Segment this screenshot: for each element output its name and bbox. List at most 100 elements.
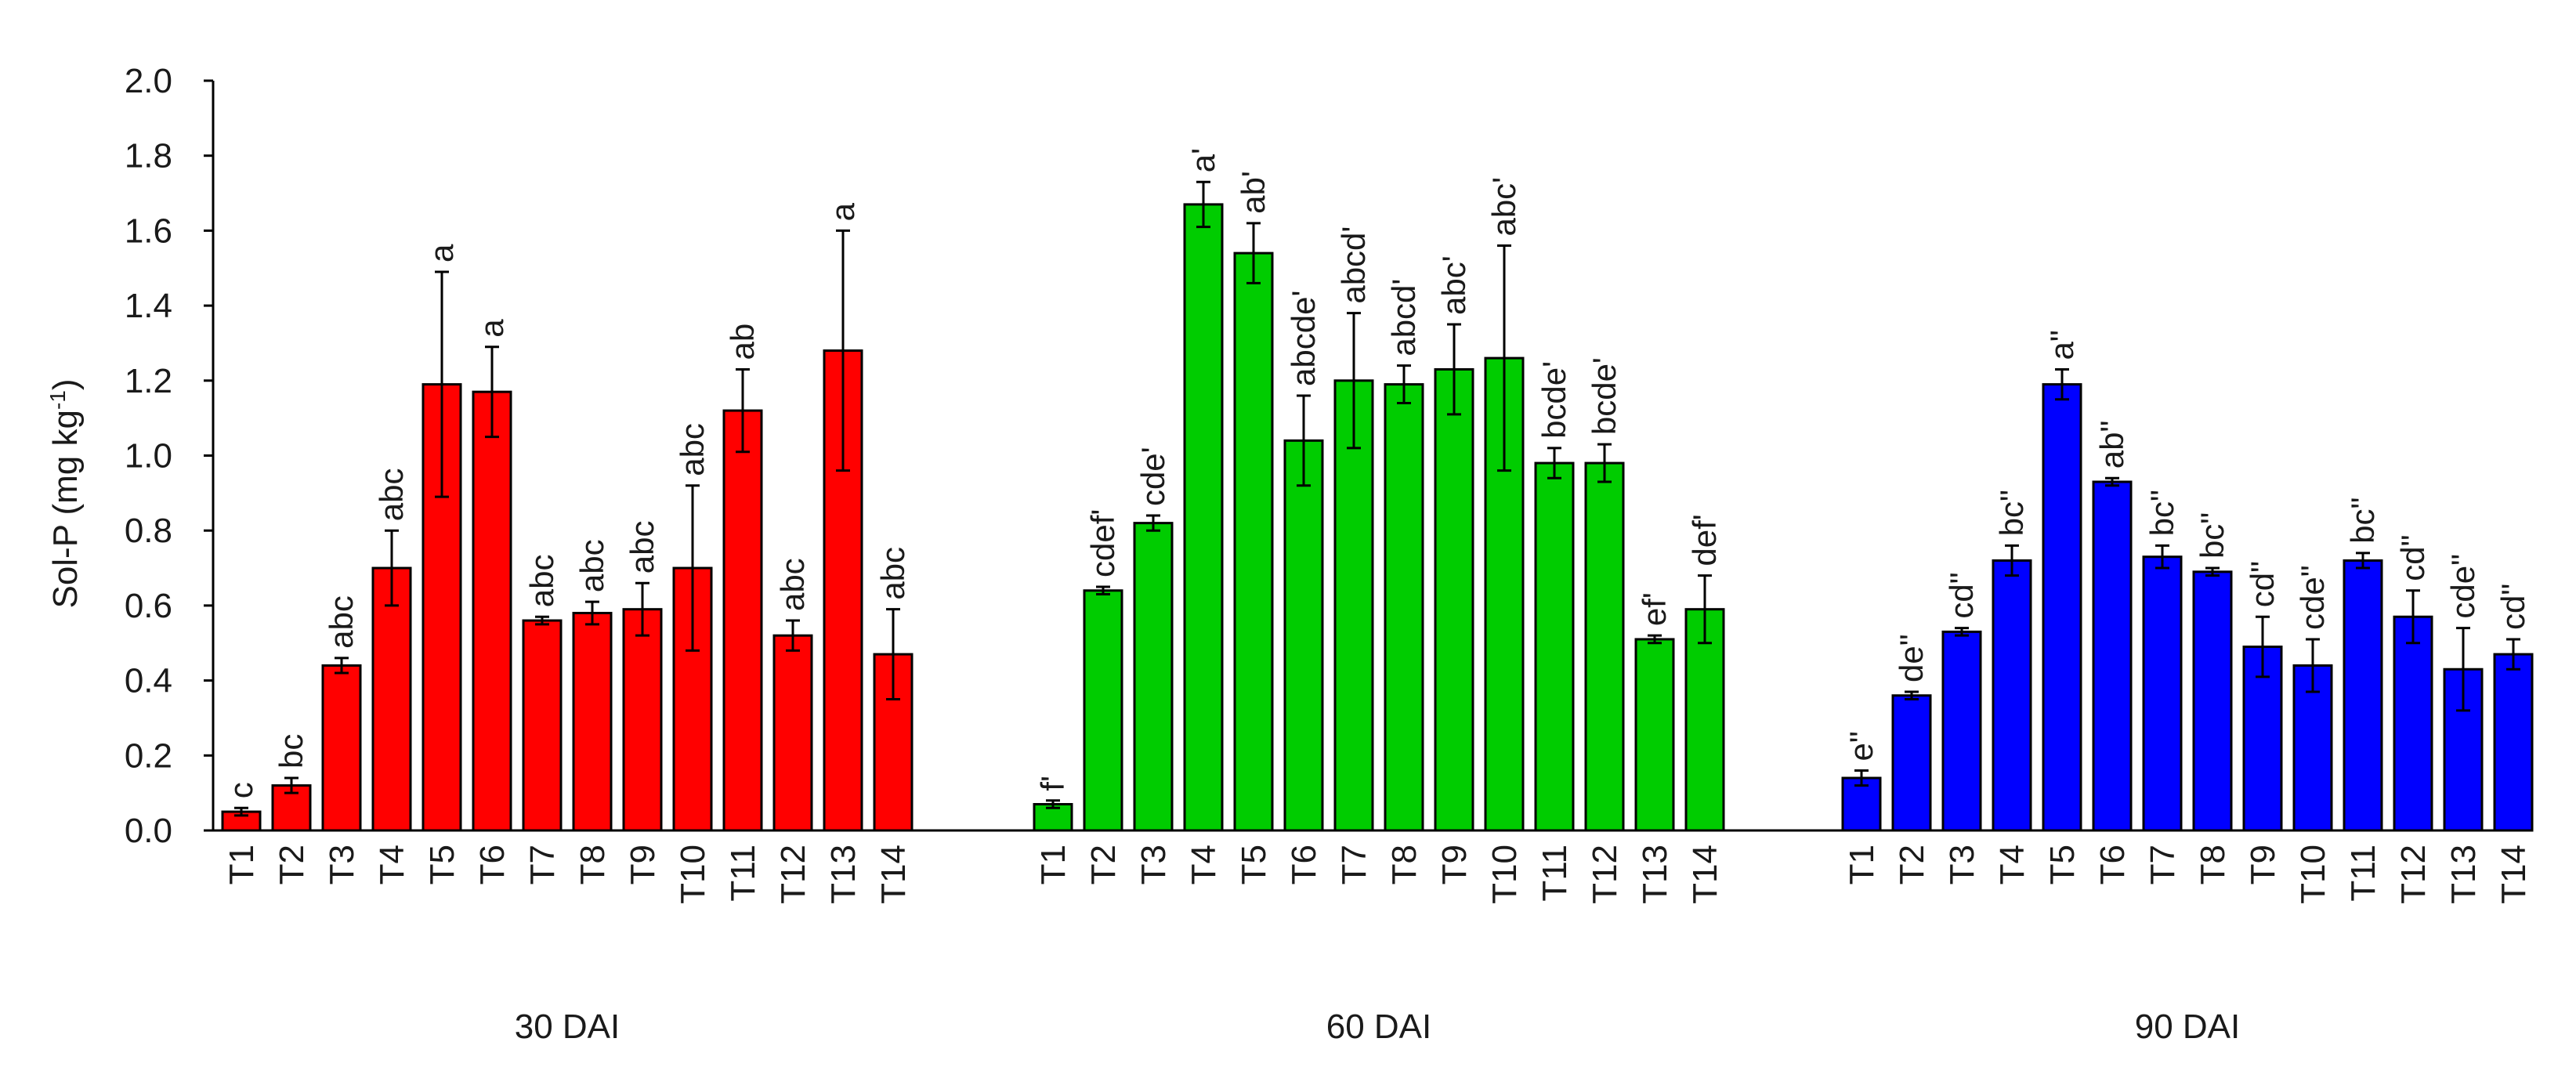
- bar: [2292, 664, 2333, 832]
- significance-label: ab": [2093, 421, 2130, 469]
- x-tick-label: T2: [273, 845, 311, 885]
- bar: [722, 409, 763, 832]
- x-tick-label: T7: [523, 845, 562, 885]
- x-tick-label: T6: [473, 845, 512, 885]
- bar: [2042, 383, 2082, 832]
- x-tick-label: T13: [824, 845, 863, 904]
- bar: [622, 608, 663, 832]
- bar: [1283, 439, 1324, 832]
- bar: [1684, 608, 1725, 832]
- significance-label: cd": [2394, 534, 2431, 581]
- y-tick-label: 1.8: [125, 137, 172, 175]
- y-axis-label-main: Sol-P (mg kg: [46, 410, 85, 609]
- significance-label: abc: [674, 423, 711, 476]
- bar: [1841, 776, 1882, 832]
- significance-label: abcde': [1285, 290, 1322, 385]
- significance-label: bc": [2144, 490, 2180, 536]
- significance-label: cd": [2244, 561, 2281, 607]
- significance-label: cd": [1943, 572, 1980, 618]
- y-axis-label-sup: -1: [45, 390, 70, 410]
- y-tick-label: 0.2: [125, 736, 172, 775]
- bar: [472, 390, 512, 832]
- x-tick-label: T14: [1686, 845, 1724, 904]
- significance-label: a: [824, 202, 861, 221]
- bar: [1534, 461, 1575, 832]
- y-axis-label-end: ): [46, 378, 85, 390]
- significance-label: cde": [2444, 554, 2481, 619]
- significance-label: abc: [774, 558, 811, 611]
- x-tick-label: T14: [874, 845, 913, 904]
- bar: [572, 611, 613, 832]
- significance-label: abc: [874, 547, 911, 600]
- significance-label: cd": [2495, 584, 2531, 630]
- x-tick-label: T13: [1636, 845, 1674, 904]
- bar: [1634, 638, 1675, 832]
- x-tick-label: T2: [1893, 845, 1931, 885]
- x-tick-label: T1: [223, 845, 261, 885]
- bar: [1333, 379, 1374, 832]
- significance-label: bc": [2194, 512, 2230, 559]
- bar: [1941, 630, 1982, 832]
- x-tick-label: T5: [2043, 845, 2082, 885]
- significance-label: abc: [573, 539, 610, 592]
- bar: [1891, 694, 1932, 832]
- x-tick-label: T7: [1335, 845, 1373, 885]
- bar: [2343, 559, 2383, 832]
- significance-label: abc': [1485, 177, 1522, 237]
- x-tick-label: T12: [1586, 845, 1624, 904]
- significance-label: def': [1686, 514, 1723, 566]
- y-tick-label: 1.6: [125, 212, 172, 250]
- significance-label: ef': [1636, 592, 1673, 626]
- x-tick-label: T9: [624, 845, 662, 885]
- bar-group-3: e" T1 de" T2 cd" T3 bc" T4 a" T5 ab" T6 bc" T7 bc" T8 cd…: [1841, 330, 2534, 1046]
- x-tick-label: T7: [2144, 845, 2182, 885]
- x-tick-label: T8: [573, 845, 612, 885]
- y-axis-label: Sol-P (mg kg-1): [45, 378, 85, 608]
- x-tick-label: T14: [2495, 845, 2533, 904]
- bar: [2493, 653, 2534, 832]
- significance-label: abcd': [1385, 279, 1422, 356]
- x-tick-label: T10: [2294, 845, 2332, 904]
- bar: [1992, 559, 2032, 832]
- significance-label: abc: [523, 555, 560, 608]
- x-tick-label: T8: [1385, 845, 1424, 885]
- bar-group-1: c T1 bc T2 abc T3 abc T4 a T5 a T6 abc T7 abc T8 abc T9 ab…: [221, 202, 914, 1046]
- significance-label: c: [223, 782, 259, 798]
- significance-label: bc: [273, 734, 309, 769]
- significance-label: de": [1893, 634, 1930, 682]
- significance-label: a: [473, 319, 510, 338]
- y-tick-label: 1.4: [125, 287, 172, 325]
- significance-label: bc": [2344, 497, 2381, 544]
- x-tick-label: T11: [1536, 845, 1574, 902]
- x-tick-label: T13: [2444, 845, 2483, 904]
- significance-label: bcde': [1586, 357, 1623, 435]
- bar: [371, 566, 412, 832]
- y-tick-label: 0.6: [125, 587, 172, 625]
- bars: c T1 bc T2 abc T3 abc T4 a T5 a T6 abc T7 abc T8 abc T9 ab…: [221, 148, 2534, 1046]
- x-tick-label: T9: [1435, 845, 1474, 885]
- x-tick-label: T4: [1185, 845, 1223, 885]
- x-tick-label: T6: [1285, 845, 1323, 885]
- bar: [1584, 461, 1625, 832]
- bar: [321, 664, 362, 832]
- x-tick-label: T9: [2244, 845, 2282, 885]
- significance-label: ab: [724, 324, 761, 360]
- bar: [2393, 615, 2433, 832]
- significance-label: cde': [1134, 447, 1171, 506]
- x-tick-label: T10: [1485, 845, 1524, 904]
- x-tick-label: T4: [1993, 845, 2031, 885]
- x-tick-label: T11: [2344, 845, 2382, 902]
- bar: [2092, 480, 2133, 832]
- x-tick-label: T1: [1843, 845, 1881, 885]
- significance-label: bcde': [1536, 361, 1572, 439]
- y-tick-label: 2.0: [125, 62, 172, 100]
- significance-label: e": [1843, 731, 1880, 761]
- bar: [772, 634, 813, 832]
- bar: [522, 619, 563, 832]
- significance-label: cdef': [1084, 509, 1121, 577]
- x-tick-label: T3: [1134, 845, 1173, 885]
- bar: [1434, 367, 1474, 832]
- group-label: 60 DAI: [1326, 1008, 1432, 1046]
- significance-label: bc": [1993, 490, 2030, 536]
- x-tick-label: T3: [1943, 845, 1981, 885]
